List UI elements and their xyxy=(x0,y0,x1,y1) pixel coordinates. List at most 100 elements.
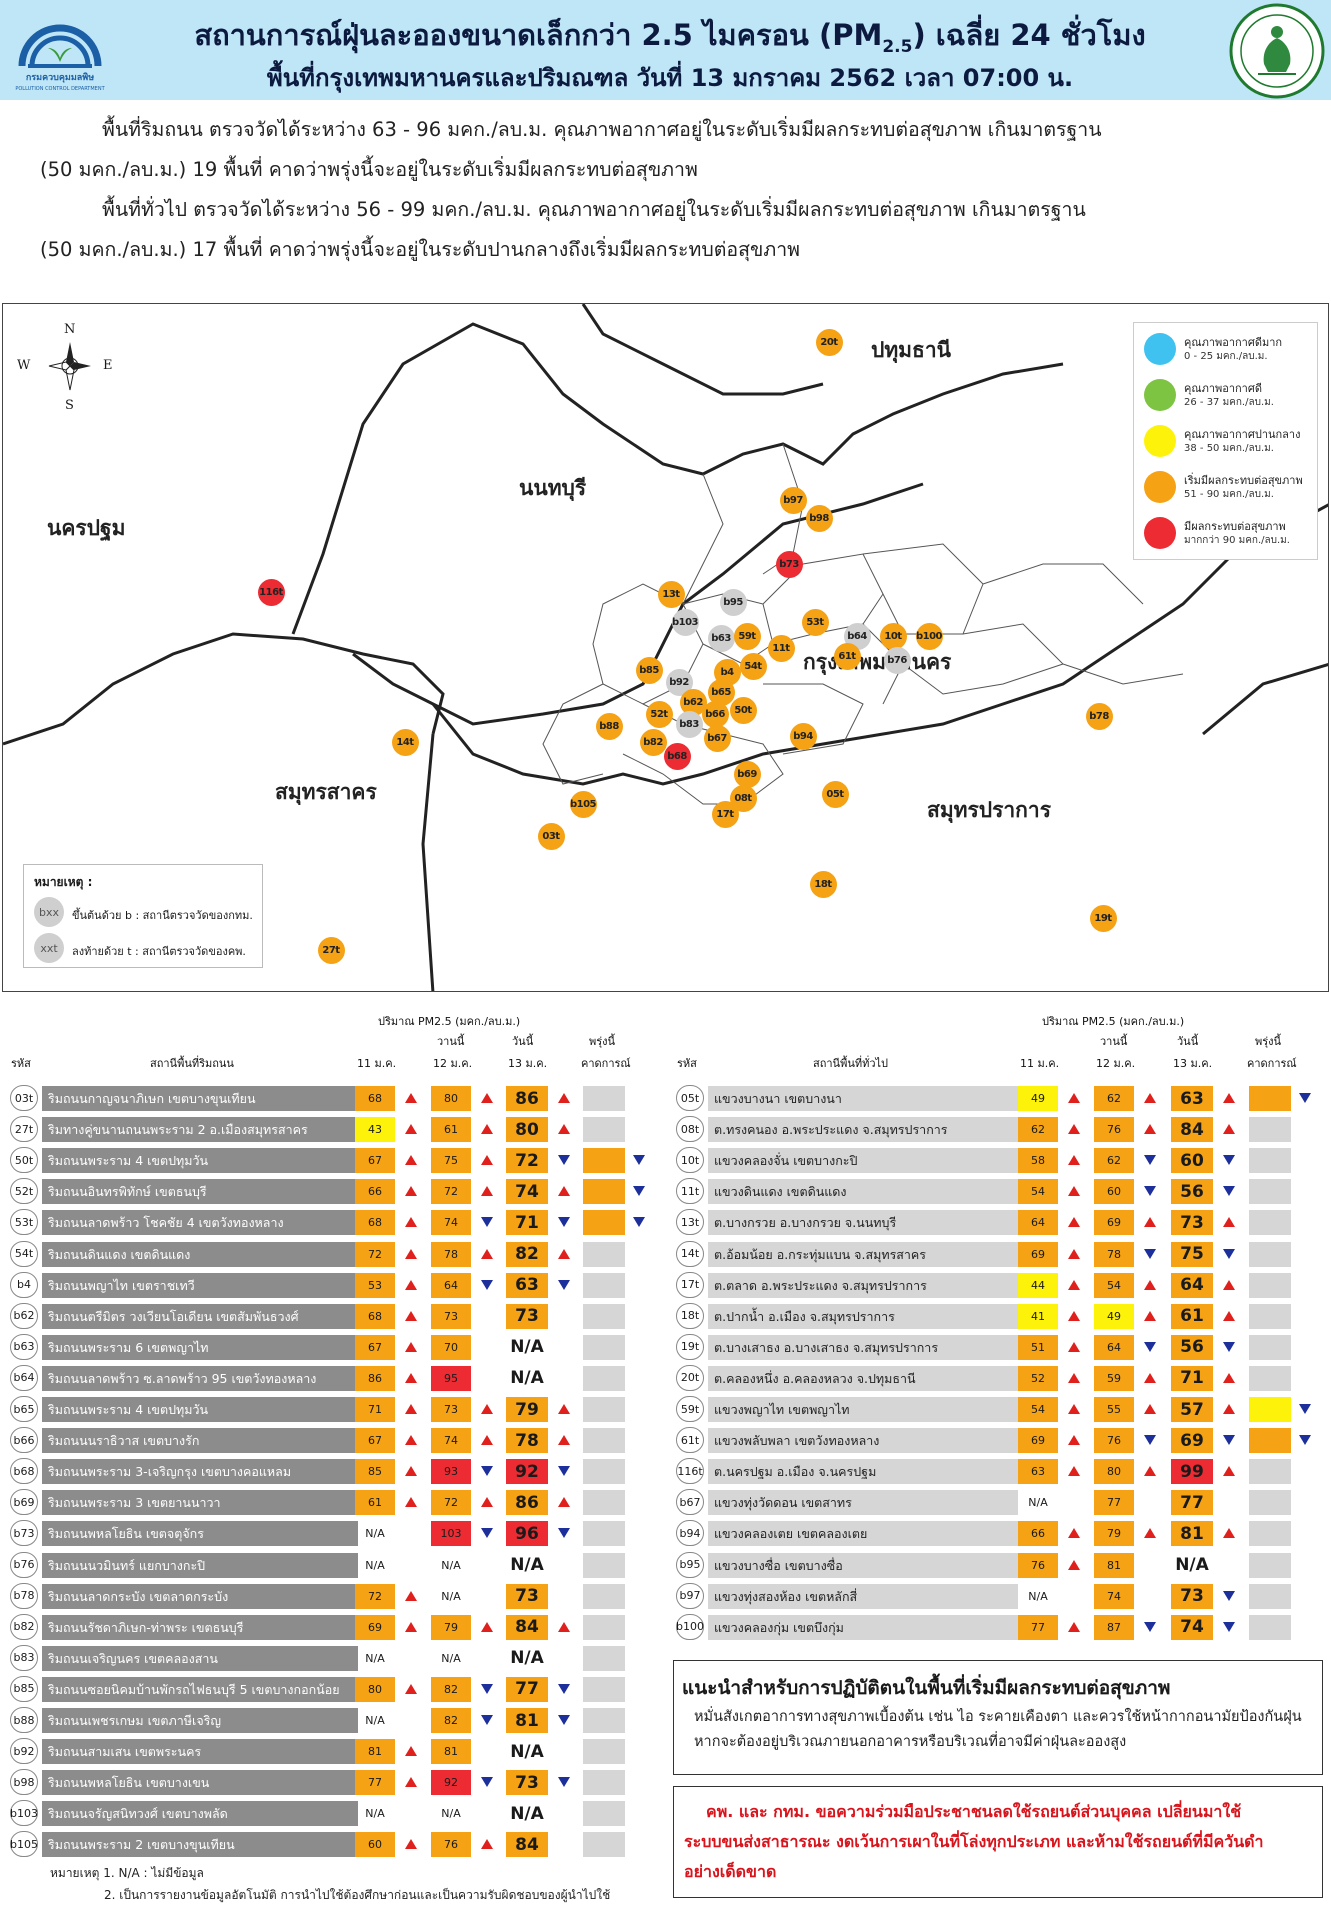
legend-swatch xyxy=(1144,425,1176,457)
station-marker[interactable]: 19t xyxy=(1089,904,1117,932)
col-d11-header: 11 ม.ค. xyxy=(357,1057,397,1070)
station-marker[interactable]: 54t xyxy=(739,652,767,680)
station-marker[interactable]: b97 xyxy=(779,486,807,514)
table-row: b88 ริมถนนเพชรเกษม เขตภาษีเจริญ N/A 82 81 xyxy=(8,1706,656,1734)
pm25-value-d12: 74 xyxy=(431,1210,471,1236)
pm25-value-d12: 103 xyxy=(431,1521,471,1547)
station-marker[interactable]: b83 xyxy=(675,710,703,738)
pm25-value-d11: 77 xyxy=(1018,1614,1058,1640)
station-marker[interactable]: b68 xyxy=(663,742,691,770)
forecast-cell xyxy=(1249,1334,1291,1360)
pm25-value-d13: 56 xyxy=(1171,1334,1213,1360)
forecast-cell xyxy=(583,1210,625,1236)
station-marker[interactable]: b82 xyxy=(639,728,667,756)
trend-up-icon xyxy=(1068,1186,1080,1197)
col-yesterday-header: วานนี้ xyxy=(437,1035,465,1048)
pm25-value-d13: 71 xyxy=(506,1210,548,1236)
station-marker[interactable]: 50t xyxy=(729,696,757,724)
station-code: 61t xyxy=(676,1427,704,1454)
pm25-value-d12: 75 xyxy=(431,1148,471,1174)
station-marker[interactable]: b66 xyxy=(701,700,729,728)
station-marker[interactable]: b63 xyxy=(707,624,735,652)
table-row: 18t ต.ปากน้ำ อ.เมือง จ.สมุทรปราการ 41 49 61 xyxy=(674,1302,1329,1330)
station-code: 54t xyxy=(10,1240,38,1267)
station-marker[interactable]: b103 xyxy=(671,608,699,636)
pm25-value-d11: 77 xyxy=(355,1770,395,1796)
pm25-value-d11: 64 xyxy=(1018,1210,1058,1236)
station-name: ริมถนนพระราม 3-เจริญกรุง เขตบางคอแหลม xyxy=(42,1459,358,1485)
trend-up-icon xyxy=(481,1497,493,1508)
station-marker[interactable]: b73 xyxy=(775,550,803,578)
trend-up-icon xyxy=(558,1497,570,1508)
table-row: 116t ต.นครปฐม อ.เมือง จ.นครปฐม 63 80 99 xyxy=(674,1457,1329,1485)
table-row: 54t ริมถนนดินแดง เขตดินแดง 72 78 82 xyxy=(8,1240,656,1268)
trend-down-icon xyxy=(558,1528,570,1539)
forecast-trend-down-icon xyxy=(633,1155,645,1166)
pm25-value-d12: 55 xyxy=(1094,1397,1134,1422)
station-marker[interactable]: 116t xyxy=(257,578,285,606)
station-marker[interactable]: 14t xyxy=(391,728,419,756)
pm25-value-d11: 66 xyxy=(1018,1521,1058,1547)
table-row: 08t ต.ทรงคนอง อ.พระประแดง จ.สมุทรปราการ 62… xyxy=(674,1115,1329,1143)
trend-up-icon xyxy=(1144,1372,1156,1383)
station-marker[interactable]: b98 xyxy=(805,504,833,532)
pm25-value-d12: 73 xyxy=(431,1303,471,1329)
pm25-value-d13: 73 xyxy=(506,1303,548,1329)
legend-label: คุณภาพอากาศดีมาก xyxy=(1184,336,1283,349)
station-marker[interactable]: b85 xyxy=(635,656,663,684)
table-row: 03t ริมถนนกาญจนาภิเษก เขตบางขุนเทียน 68 80 8… xyxy=(8,1084,656,1112)
appeal-box: คพ. และ กทม. ขอความร่วมมือประชาชนลดใช้รถ… xyxy=(673,1786,1323,1898)
station-marker[interactable]: 10t xyxy=(879,622,907,650)
station-marker[interactable]: 52t xyxy=(645,700,673,728)
station-name: ริมถนนซอยนิคมบ้านพักรถไฟธนบุรี 5 เขตบางก… xyxy=(42,1676,358,1702)
station-marker[interactable]: 08t xyxy=(729,784,757,812)
station-marker[interactable]: 11t xyxy=(767,634,795,662)
station-name: ต.ตลาด อ.พระประแดง จ.สมุทรปราการ xyxy=(708,1272,1018,1298)
station-marker[interactable]: b76 xyxy=(883,646,911,674)
pm25-value-d12: N/A xyxy=(441,1807,461,1821)
trend-up-icon xyxy=(405,1124,417,1135)
station-marker[interactable]: 53t xyxy=(801,608,829,636)
station-code: b4 xyxy=(10,1271,38,1298)
pm25-value-d13: N/A xyxy=(1175,1555,1209,1575)
pm25-value-d11: 66 xyxy=(355,1179,395,1205)
pm25-value-d13: 72 xyxy=(506,1148,548,1174)
trend-up-icon xyxy=(1144,1217,1156,1228)
pm25-value-d13: 86 xyxy=(506,1086,548,1111)
station-marker[interactable]: b94 xyxy=(789,722,817,750)
station-marker[interactable]: b95 xyxy=(719,588,747,616)
station-marker[interactable]: b67 xyxy=(703,724,731,752)
table-row: 27t ริมทางคู่ขนานถนนพระราม 2 อ.เมืองสมุทร… xyxy=(8,1115,656,1143)
station-marker[interactable]: b100 xyxy=(915,622,943,650)
advice-title: แนะนำสำหรับการปฏิบัติตนในพื้นที่เริ่มมีผ… xyxy=(682,1677,1171,1699)
station-marker[interactable]: 27t xyxy=(317,936,345,964)
station-marker[interactable]: 59t xyxy=(733,622,761,650)
province-label: นนทบุรี xyxy=(519,476,587,500)
station-marker[interactable]: b105 xyxy=(569,790,597,818)
station-code: b100 xyxy=(676,1613,704,1640)
station-marker[interactable]: 05t xyxy=(821,780,849,808)
station-marker[interactable]: b78 xyxy=(1085,702,1113,730)
pm25-value-d11: N/A xyxy=(365,1714,385,1727)
advice-box: แนะนำสำหรับการปฏิบัติตนในพื้นที่เริ่มมีผ… xyxy=(673,1660,1323,1775)
station-code: b64 xyxy=(10,1364,38,1391)
trend-down-icon xyxy=(1223,1341,1235,1352)
pm25-value-d12: 77 xyxy=(1094,1490,1134,1516)
station-marker[interactable]: 13t xyxy=(657,580,685,608)
compass-n: N xyxy=(64,322,76,337)
pm25-value-d12: 87 xyxy=(1094,1614,1134,1640)
station-marker[interactable]: 61t xyxy=(833,642,861,670)
page-title: สถานการณ์ฝุ่นละอองขนาดเล็กกว่า 2.5 ไมครอ… xyxy=(194,18,1146,57)
forecast-cell xyxy=(1249,1614,1291,1640)
trend-up-icon xyxy=(1068,1435,1080,1446)
station-marker[interactable]: b88 xyxy=(595,712,623,740)
trend-up-icon xyxy=(481,1839,493,1850)
station-marker[interactable]: 18t xyxy=(809,870,837,898)
station-marker[interactable]: 17t xyxy=(711,800,739,828)
station-code: b68 xyxy=(10,1458,38,1485)
col-station-header: สถานีพื้นที่ริมถนน xyxy=(150,1057,234,1070)
station-marker[interactable]: b69 xyxy=(733,760,761,788)
pm25-value-d11: 67 xyxy=(355,1428,395,1454)
station-marker[interactable]: 20t xyxy=(815,328,843,356)
station-marker[interactable]: 03t xyxy=(537,822,565,850)
